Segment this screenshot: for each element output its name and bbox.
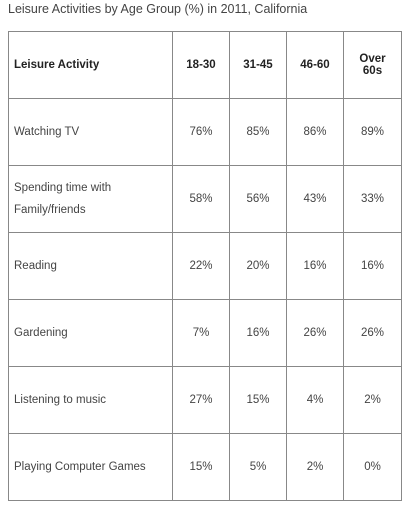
column-header: 31-45 [229, 31, 287, 99]
activity-cell: Listening to music [8, 366, 173, 434]
table-header-row: Leisure Activity 18-30 31-45 46-60 Over … [8, 31, 402, 99]
activity-label: Watching TV [14, 126, 80, 138]
table-row: Spending time with Family/friends 58% 56% 43… [8, 165, 402, 233]
activity-cell: Playing Computer Games [8, 433, 173, 501]
value-cell: 2% [286, 433, 344, 501]
value-cell: 15% [172, 433, 230, 501]
value-cell: 2% [343, 366, 402, 434]
value-cell: 56% [229, 165, 287, 233]
activity-label: Playing Computer Games [14, 461, 146, 473]
value-cell: 43% [286, 165, 344, 233]
activity-label: Reading [14, 260, 57, 272]
value-cell: 33% [343, 165, 402, 233]
table-row: Watching TV 76% 85% 86% 89% [8, 98, 402, 166]
table-body: Watching TV 76% 85% 86% 89% Spending time wit… [8, 98, 402, 501]
activity-cell: Spending time with Family/friends [8, 165, 173, 233]
value-cell: 26% [343, 299, 402, 367]
value-cell: 16% [229, 299, 287, 367]
column-header: 46-60 [286, 31, 344, 99]
value-cell: 86% [286, 98, 344, 166]
value-cell: 16% [343, 232, 402, 300]
value-cell: 89% [343, 98, 402, 166]
column-header: 18-30 [172, 31, 230, 99]
table-title: Leisure Activities by Age Group (%) in 2… [8, 2, 308, 16]
table-row: Reading 22% 20% 16% 16% [8, 232, 402, 300]
value-cell: 16% [286, 232, 344, 300]
value-cell: 22% [172, 232, 230, 300]
value-cell: 76% [172, 98, 230, 166]
activity-cell: Reading [8, 232, 173, 300]
value-cell: 58% [172, 165, 230, 233]
activity-cell: Gardening [8, 299, 173, 367]
column-header: Over 60s [343, 31, 402, 99]
table-row: Listening to music 27% 15% 4% 2% [8, 366, 402, 434]
value-cell: 20% [229, 232, 287, 300]
value-cell: 85% [229, 98, 287, 166]
value-cell: 7% [172, 299, 230, 367]
value-cell: 5% [229, 433, 287, 501]
activity-label: Gardening [14, 327, 68, 339]
activity-cell: Watching TV [8, 98, 173, 166]
value-cell: 15% [229, 366, 287, 434]
value-cell: 0% [343, 433, 402, 501]
activity-label: Listening to music [14, 394, 107, 406]
table-row: Gardening 7% 16% 26% 26% [8, 299, 402, 367]
value-cell: 27% [172, 366, 230, 434]
value-cell: 26% [286, 299, 344, 367]
leisure-activities-table: Leisure Activity 18-30 31-45 46-60 Over … [8, 31, 402, 501]
activity-label: Spending time with Family/friends [14, 182, 112, 216]
value-cell: 4% [286, 366, 344, 434]
table-row: Playing Computer Games 15% 5% 2% 0% [8, 433, 402, 501]
column-header: Leisure Activity [8, 31, 173, 99]
